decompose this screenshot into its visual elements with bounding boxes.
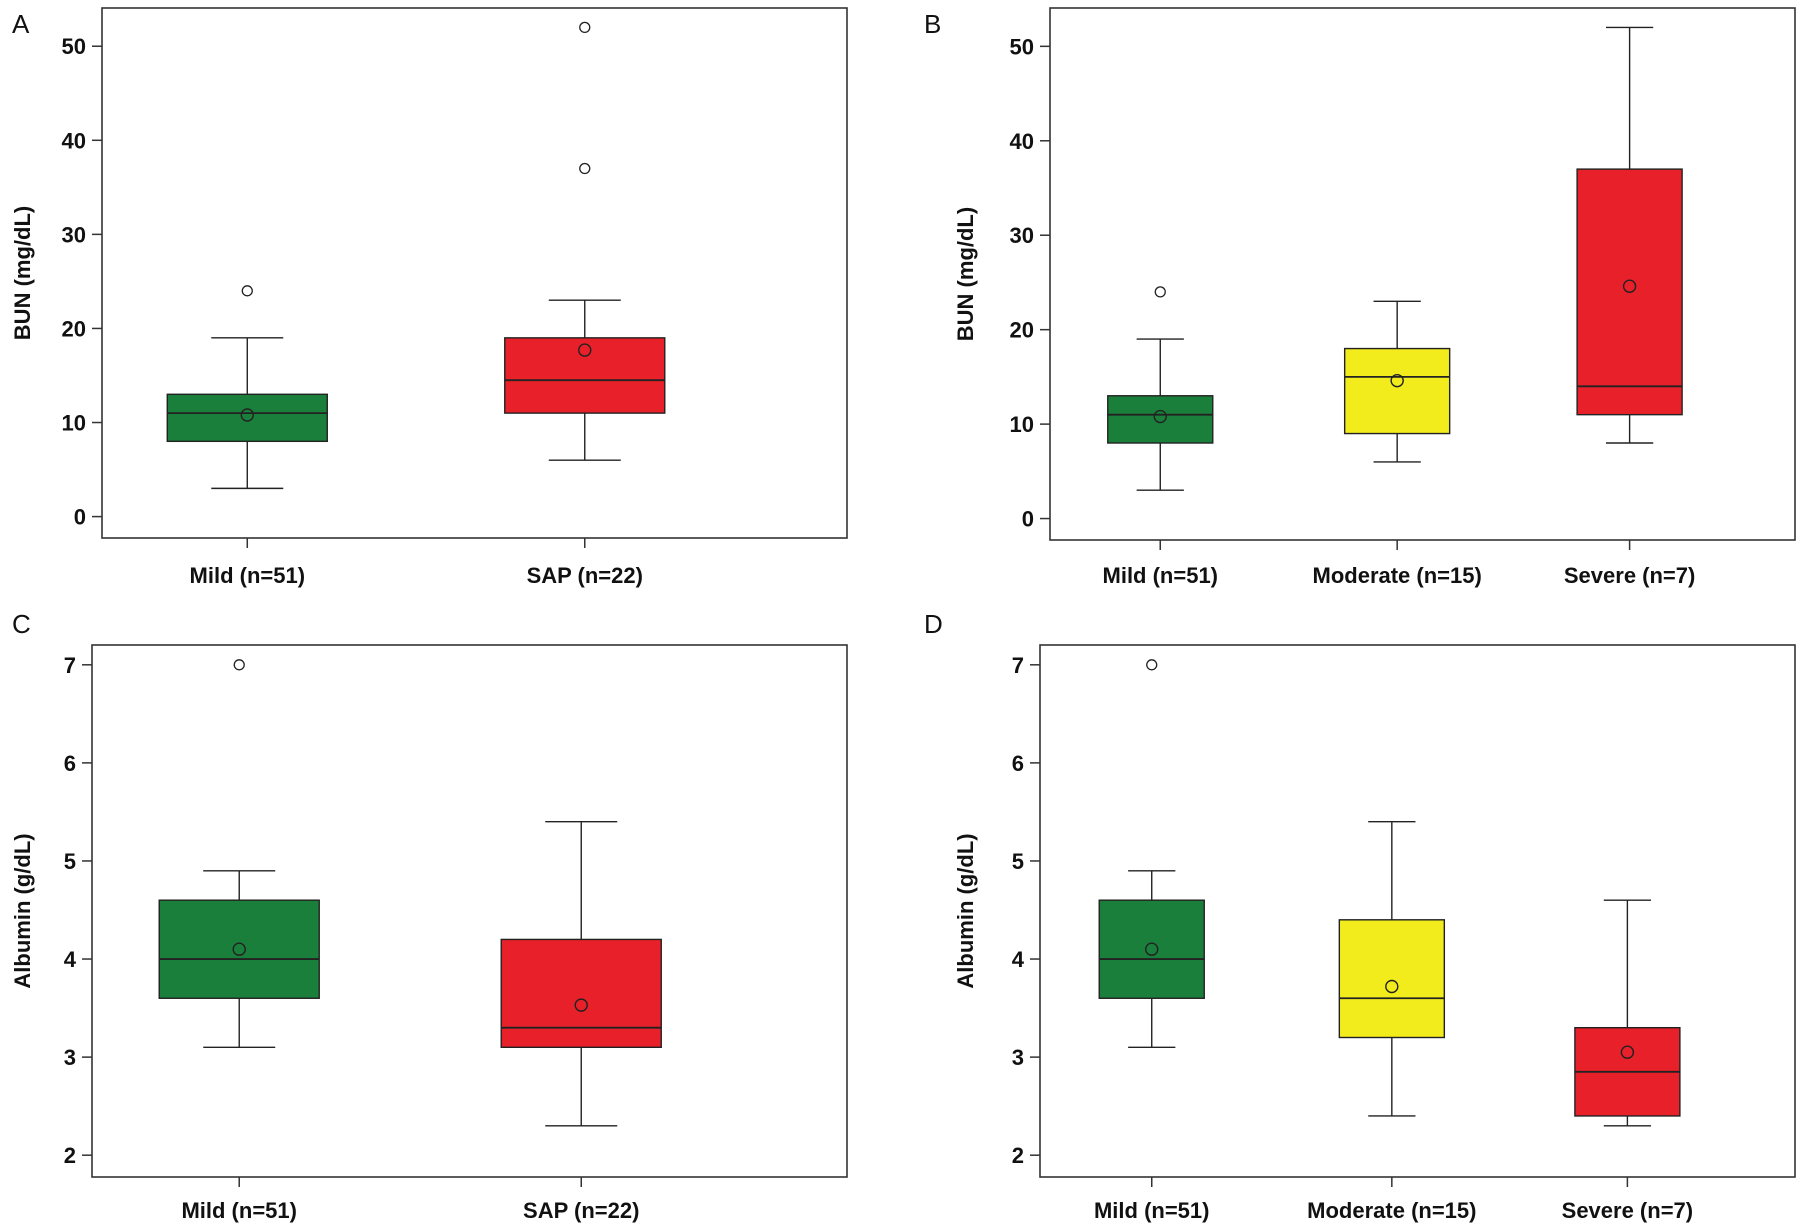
panel-a-outlier-point [579, 162, 591, 175]
panel-a-ytick-label: 10 [62, 411, 86, 436]
panel-d-outlier-point [1146, 659, 1158, 671]
panel-a-ytick-label: 50 [62, 34, 86, 59]
panel-a-ytick-label: 20 [62, 316, 86, 341]
panel-d-ytick-label: 2 [1012, 1143, 1024, 1168]
panel-b-mean-marker [1153, 409, 1167, 424]
panel-d-box [1098, 899, 1205, 999]
panel-b-mean-marker [1390, 373, 1404, 388]
panel-b-letter: B [924, 9, 941, 39]
panel-d-ytick-label: 5 [1012, 849, 1024, 874]
panel-b-outlier-point [1154, 286, 1166, 298]
panel-b-category-label: Severe (n=7) [1564, 563, 1695, 588]
panel-c-box [500, 938, 662, 1049]
panel-c-letter: C [12, 609, 31, 639]
panel-c-frame [91, 644, 848, 1178]
panel-b-mean-marker [1622, 279, 1637, 293]
panel-d-letter: D [924, 609, 943, 639]
panel-d-ylabel: Albumin (g/dL) [953, 833, 978, 988]
panel-b-box [1107, 395, 1214, 444]
panel-c-ylabel: Albumin (g/dL) [10, 833, 35, 988]
panel-d-mean-marker [1385, 979, 1399, 994]
panel-c-ytick-label: 2 [64, 1143, 76, 1168]
panel-a-mean-marker [578, 343, 592, 357]
panel-c-outlier-point [233, 659, 245, 671]
panel-b-category-label: Mild (n=51) [1103, 563, 1219, 588]
panel-d-category-label: Severe (n=7) [1562, 1198, 1693, 1223]
panel-a-ytick-label: 40 [62, 128, 86, 153]
panel-a-box [166, 393, 328, 443]
panel-c-ytick-label: 5 [64, 849, 76, 874]
panel-a-outlier-point [579, 21, 591, 34]
panel-b-ytick-label: 40 [1010, 129, 1034, 154]
panel-c-ytick-label: 4 [64, 947, 77, 972]
panel-d-mean-marker [1620, 1045, 1635, 1059]
panel-a-outlier-point [241, 285, 253, 297]
panel-b-box [1343, 347, 1451, 435]
panel-b-ytick-label: 30 [1010, 223, 1034, 248]
panel-c-ytick-label: 3 [64, 1045, 76, 1070]
panel-c-mean-marker [574, 998, 588, 1012]
panel-b-frame [1049, 7, 1796, 541]
panel-a-mean-marker [240, 408, 254, 422]
panel-a-category-label: Mild (n=51) [190, 563, 306, 588]
panel-d-ytick-label: 7 [1012, 653, 1024, 678]
panel-d-box [1338, 919, 1446, 1039]
panel-a-ytick-label: 30 [62, 222, 86, 247]
panel-d-ytick-label: 3 [1012, 1045, 1024, 1070]
panel-c-category-label: SAP (n=22) [523, 1198, 639, 1223]
panel-d-ytick-label: 4 [1012, 947, 1025, 972]
panel-b-category-label: Moderate (n=15) [1313, 563, 1482, 588]
panel-b-ytick-label: 50 [1010, 34, 1034, 59]
panel-c-mean-marker [232, 942, 246, 956]
panel-a-box [504, 337, 666, 414]
panel-b-ytick-label: 10 [1010, 412, 1034, 437]
panel-c-ytick-label: 7 [64, 653, 76, 678]
panel-d-category-label: Moderate (n=15) [1307, 1198, 1476, 1223]
panel-d-category-label: Mild (n=51) [1094, 1198, 1210, 1223]
panel-a-ytick-label: 0 [74, 505, 86, 530]
panel-c-box [158, 899, 320, 999]
panel-b-ylabel: BUN (mg/dL) [953, 207, 978, 341]
panel-c-ytick-label: 6 [64, 751, 76, 776]
panel-d-ytick-label: 6 [1012, 751, 1024, 776]
panel-b-ytick-label: 0 [1022, 507, 1034, 532]
panel-b-ytick-label: 20 [1010, 318, 1034, 343]
panel-d-frame [1039, 644, 1796, 1178]
panel-c-category-label: Mild (n=51) [181, 1198, 297, 1223]
panel-a-letter: A [12, 9, 30, 39]
panel-a-ylabel: BUN (mg/dL) [10, 206, 35, 340]
panel-d-mean-marker [1145, 942, 1159, 956]
panel-a-category-label: SAP (n=22) [527, 563, 643, 588]
panel-a-frame [101, 7, 848, 539]
